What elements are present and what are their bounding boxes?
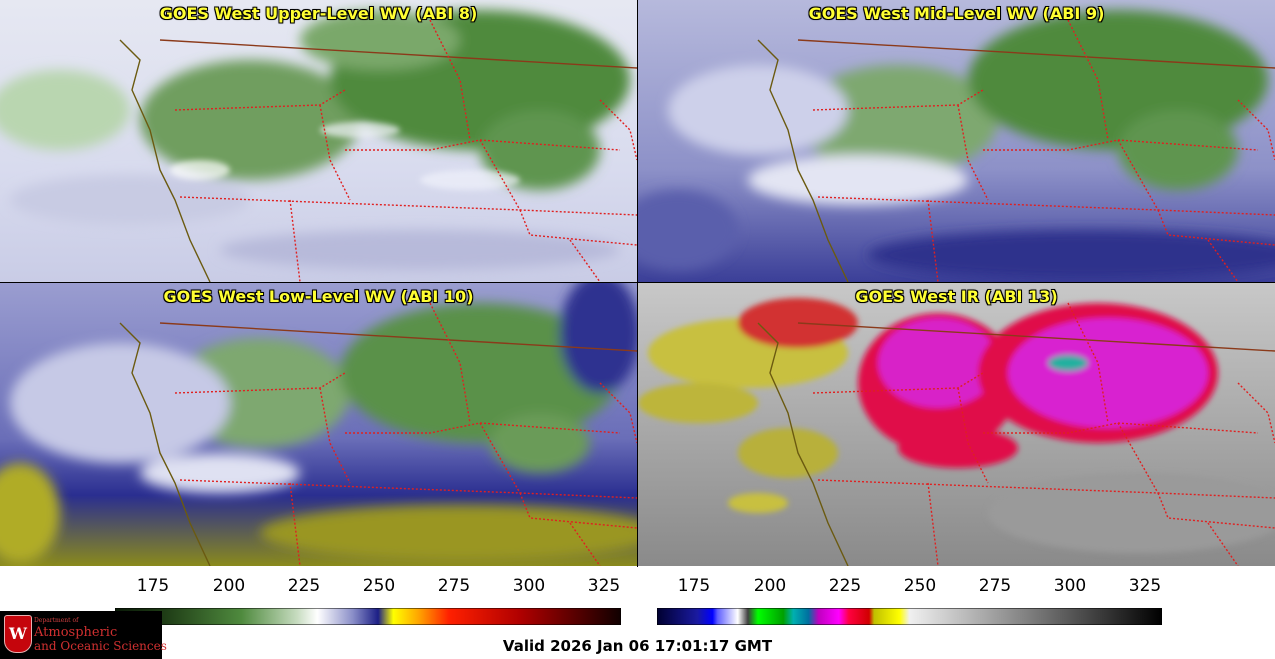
ir-colorbar-ticks: 175 200 225 250 275 300 325 [640, 576, 1275, 598]
low-level-wv-panel: GOES West Low-Level WV (ABI 10) [0, 283, 637, 566]
low-level-wv-image [0, 283, 637, 566]
aos-logo: W Department of Atmospheric and Oceanic … [0, 611, 167, 659]
ir-tick-label: 300 [1053, 576, 1087, 596]
wv-colorbar [115, 608, 621, 625]
upper-level-wv-image [0, 0, 637, 282]
ir-tick-label: 175 [677, 576, 711, 596]
wv-tick-label: 200 [212, 576, 246, 596]
wv-tick-label: 275 [437, 576, 471, 596]
upper-level-wv-panel: GOES West Upper-Level WV (ABI 8) [0, 0, 637, 282]
panel-divider-vertical [637, 0, 638, 567]
wv-tick-label: 175 [136, 576, 170, 596]
logo-line-2: Atmospheric [34, 625, 118, 640]
wv-tick-label: 250 [362, 576, 396, 596]
ir-panel: GOES West IR (ABI 13) [638, 283, 1275, 566]
wv-tick-label: 300 [512, 576, 546, 596]
wv-colorbar-ticks: 175 200 225 250 275 300 325 [0, 576, 640, 598]
ir-tick-label: 275 [978, 576, 1012, 596]
ir-tick-label: 325 [1128, 576, 1162, 596]
wv-tick-label: 225 [287, 576, 321, 596]
upper-level-wv-title: GOES West Upper-Level WV (ABI 8) [159, 4, 478, 23]
logo-line-1: Department of [34, 617, 79, 624]
ir-tick-label: 200 [753, 576, 787, 596]
panel-divider-horizontal [0, 282, 1275, 283]
logo-line-3: and Oceanic Sciences [34, 639, 167, 653]
ir-tick-label: 250 [903, 576, 937, 596]
mid-level-wv-panel: GOES West Mid-Level WV (ABI 9) [638, 0, 1275, 282]
mid-level-wv-image [638, 0, 1275, 282]
ir-image [638, 283, 1275, 566]
uw-seal-icon: W [4, 615, 32, 653]
valid-time-label: Valid 2026 Jan 06 17:01:17 GMT [502, 637, 773, 655]
low-level-wv-title: GOES West Low-Level WV (ABI 10) [163, 287, 474, 306]
ir-title: GOES West IR (ABI 13) [855, 287, 1058, 306]
ir-tick-label: 225 [828, 576, 862, 596]
wv-tick-label: 325 [587, 576, 621, 596]
mid-level-wv-title: GOES West Mid-Level WV (ABI 9) [808, 4, 1105, 23]
ir-colorbar [657, 608, 1162, 625]
